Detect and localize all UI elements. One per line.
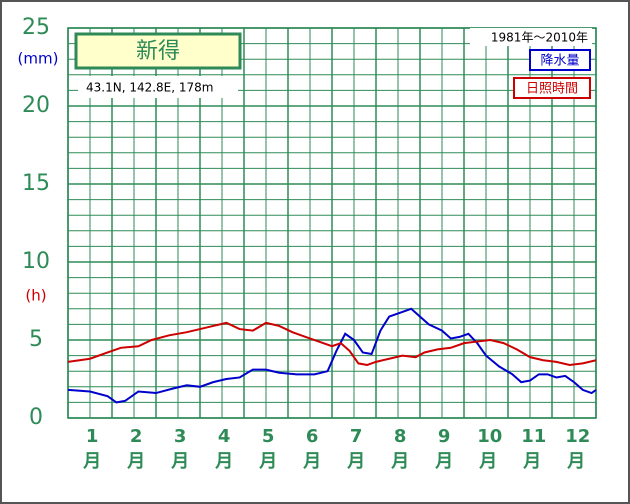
- x-tick-label: 9月: [435, 426, 454, 472]
- y-tick-label: 20: [22, 93, 50, 118]
- chart-title: 新得: [136, 39, 180, 64]
- x-tick-label: 2月: [127, 426, 146, 472]
- x-tick-label: 5月: [259, 426, 278, 472]
- x-tick-label: 1月: [83, 426, 102, 472]
- title-box: [74, 32, 242, 70]
- x-tick-label: 4月: [215, 426, 234, 472]
- y-tick-label: 15: [22, 171, 50, 196]
- plot-border: [67, 27, 597, 419]
- legend-box: [513, 77, 591, 99]
- subtitle: 43.1N, 142.8E, 178m: [86, 81, 213, 95]
- legend-box: [529, 49, 591, 71]
- x-tick-label: 11月: [521, 426, 547, 472]
- y-tick-label: 25: [22, 15, 50, 40]
- period: 1981年～2010年: [491, 31, 588, 45]
- period-bg: [470, 28, 592, 46]
- y-tick-label: 10: [22, 249, 50, 274]
- y-tick-label: 5: [29, 327, 43, 352]
- y2-unit: (h): [25, 287, 46, 305]
- x-tick-label: 3月: [171, 426, 190, 472]
- line-series: [67, 307, 597, 404]
- legend-label: 降水量: [540, 54, 579, 69]
- x-tick-label: 6月: [303, 426, 322, 472]
- x-tick-label: 12月: [565, 426, 591, 472]
- legend-label: 日照時間: [526, 82, 578, 97]
- x-tick-label: 7月: [347, 426, 366, 472]
- x-tick-label: 8月: [391, 426, 410, 472]
- line-series: [67, 321, 597, 366]
- x-tick-label: 10月: [477, 426, 503, 472]
- subtitle-bg: [78, 76, 238, 98]
- y-tick-label: 0: [29, 405, 43, 430]
- y-unit: (mm): [18, 50, 59, 68]
